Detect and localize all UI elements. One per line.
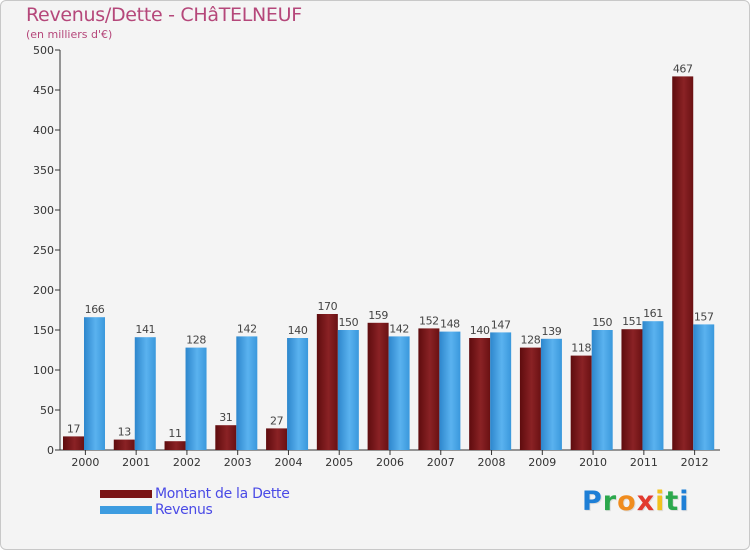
bar-revenus bbox=[134, 337, 156, 450]
data-label-revenus: 150 bbox=[338, 316, 358, 329]
y-tick-label: 200 bbox=[33, 284, 54, 297]
data-label-revenus: 157 bbox=[694, 310, 714, 323]
data-label-revenus: 166 bbox=[85, 303, 105, 316]
y-tick-label: 150 bbox=[33, 324, 54, 337]
bar-revenus bbox=[84, 317, 105, 450]
bar-dette bbox=[672, 76, 694, 451]
legend-label-dette: Montant de la Dette bbox=[155, 486, 290, 502]
proxiti-logo: Proxiti bbox=[582, 486, 690, 517]
logo-letter: x bbox=[636, 486, 656, 517]
x-tick-label: 2012 bbox=[681, 456, 709, 469]
chart-subtitle: (en milliers d'€) bbox=[26, 28, 113, 41]
legend-swatch-revenus bbox=[100, 506, 152, 514]
y-tick-label: 250 bbox=[33, 244, 54, 257]
y-tick-label: 500 bbox=[33, 44, 54, 57]
data-label-revenus: 147 bbox=[491, 318, 511, 331]
bar-revenus bbox=[337, 330, 359, 450]
bar-dette bbox=[570, 355, 592, 450]
x-tick-label: 2002 bbox=[173, 456, 201, 469]
bar-dette bbox=[418, 328, 440, 450]
chart-title: Revenus/Dette - CHâTELNEUF bbox=[26, 4, 302, 26]
x-tick-label: 2009 bbox=[528, 456, 556, 469]
data-label-revenus: 148 bbox=[440, 318, 460, 331]
y-tick-label: 0 bbox=[47, 444, 54, 457]
bar-revenus bbox=[439, 331, 461, 450]
data-label-dette: 170 bbox=[317, 300, 337, 313]
bar-dette bbox=[621, 329, 643, 450]
logo-letter: t bbox=[665, 486, 680, 517]
data-label-dette: 152 bbox=[419, 314, 439, 327]
x-tick-label: 2007 bbox=[427, 456, 455, 469]
bar-revenus bbox=[693, 324, 715, 450]
bar-revenus bbox=[185, 347, 207, 450]
legend-label-revenus: Revenus bbox=[155, 502, 213, 518]
logo-letter: i bbox=[679, 486, 690, 517]
bar-revenus bbox=[642, 321, 664, 450]
bar-revenus bbox=[236, 336, 258, 450]
data-label-revenus: 161 bbox=[643, 307, 663, 320]
logo-letter: o bbox=[617, 486, 637, 517]
data-label-dette: 13 bbox=[118, 426, 132, 439]
y-tick-label: 350 bbox=[33, 164, 54, 177]
data-label-dette: 159 bbox=[368, 309, 388, 322]
bar-revenus bbox=[490, 332, 512, 450]
data-label-dette: 27 bbox=[270, 414, 284, 427]
data-label-dette: 17 bbox=[67, 422, 81, 435]
bar-revenus bbox=[287, 338, 309, 450]
data-label-dette: 31 bbox=[219, 411, 232, 424]
y-tick-label: 50 bbox=[40, 404, 54, 417]
data-label-dette: 151 bbox=[622, 315, 642, 328]
bar-dette bbox=[469, 338, 491, 450]
bar-dette bbox=[266, 428, 288, 450]
data-label-dette: 140 bbox=[470, 324, 490, 337]
x-tick-label: 2008 bbox=[478, 456, 506, 469]
data-label-revenus: 142 bbox=[389, 322, 409, 335]
bar-dette bbox=[519, 347, 541, 450]
x-tick-label: 2004 bbox=[274, 456, 302, 469]
x-tick-label: 2011 bbox=[630, 456, 658, 469]
data-label-dette: 118 bbox=[571, 342, 591, 355]
data-label-revenus: 150 bbox=[592, 316, 612, 329]
data-label-dette: 11 bbox=[168, 427, 181, 440]
x-tick-label: 2001 bbox=[122, 456, 150, 469]
bar-dette bbox=[63, 436, 84, 450]
bar-revenus bbox=[591, 330, 613, 450]
data-label-revenus: 128 bbox=[186, 334, 206, 347]
bar-dette bbox=[316, 314, 338, 450]
data-label-revenus: 142 bbox=[237, 322, 257, 335]
y-tick-label: 300 bbox=[33, 204, 54, 217]
logo-letter: P bbox=[582, 486, 603, 517]
bar-revenus bbox=[540, 338, 562, 450]
x-tick-label: 2005 bbox=[325, 456, 353, 469]
y-tick-label: 400 bbox=[33, 124, 54, 137]
logo-letter: i bbox=[655, 486, 666, 517]
data-label-revenus: 140 bbox=[288, 324, 308, 337]
bar-dette bbox=[164, 441, 186, 450]
data-label-dette: 128 bbox=[521, 334, 541, 347]
x-tick-label: 2006 bbox=[376, 456, 404, 469]
x-tick-label: 2000 bbox=[71, 456, 99, 469]
x-tick-label: 2010 bbox=[579, 456, 607, 469]
x-tick-label: 2003 bbox=[224, 456, 252, 469]
bar-dette bbox=[113, 439, 135, 450]
bar-revenus bbox=[388, 336, 410, 450]
logo-letter: r bbox=[602, 486, 618, 517]
bar-dette bbox=[215, 425, 237, 450]
y-tick-label: 450 bbox=[33, 84, 54, 97]
bar-dette bbox=[367, 322, 389, 450]
y-tick-label: 100 bbox=[33, 364, 54, 377]
data-label-revenus: 139 bbox=[542, 325, 562, 338]
data-label-dette: 467 bbox=[673, 62, 693, 75]
legend-swatch-dette bbox=[100, 490, 152, 498]
data-label-revenus: 141 bbox=[135, 323, 155, 336]
